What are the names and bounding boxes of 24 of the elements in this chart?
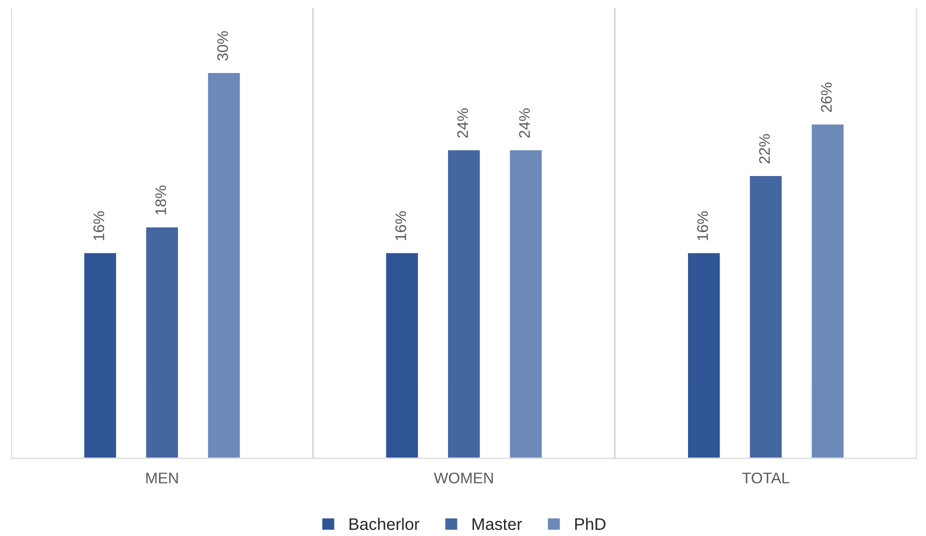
bar bbox=[686, 252, 722, 458]
legend-label: Bacherlor bbox=[350, 518, 420, 530]
data-label: 16% bbox=[395, 211, 406, 240]
data-label: 24% bbox=[519, 108, 530, 138]
x-tick-label: MEN bbox=[146, 472, 178, 484]
legend-label: PhD bbox=[575, 518, 606, 530]
bar bbox=[384, 252, 420, 458]
legend-label: Master bbox=[472, 518, 522, 530]
data-label: 18% bbox=[155, 186, 166, 214]
data-label: 24% bbox=[457, 108, 468, 138]
data-label: 16% bbox=[93, 211, 104, 240]
data-label: 26% bbox=[820, 82, 832, 112]
bar bbox=[810, 123, 845, 458]
data-label: 30% bbox=[217, 31, 228, 61]
x-tick-label: WOMEN bbox=[434, 472, 493, 484]
bar bbox=[508, 148, 544, 458]
data-label: 16% bbox=[697, 211, 708, 240]
bar bbox=[748, 174, 784, 458]
bar bbox=[206, 72, 242, 458]
bar bbox=[446, 148, 482, 458]
bar bbox=[82, 252, 118, 458]
data-label: 22% bbox=[759, 134, 770, 164]
x-tick-label: TOTAL bbox=[742, 472, 790, 484]
bar bbox=[144, 226, 180, 458]
